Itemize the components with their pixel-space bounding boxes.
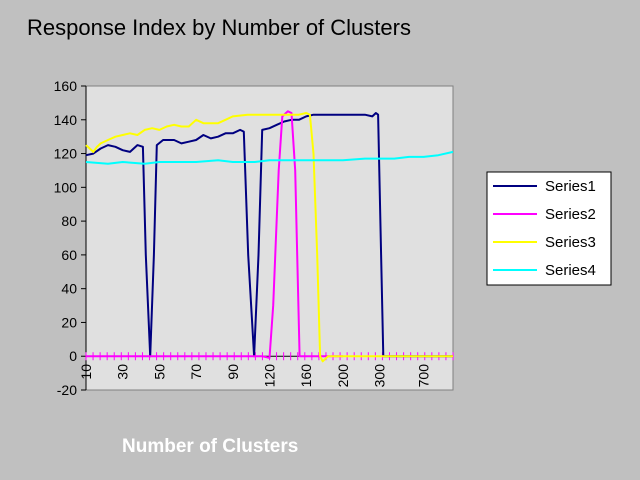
legend-label: Series1 [545,178,596,195]
x-tick-label: 30 [115,364,131,380]
x-tick-label: 10 [78,364,94,380]
y-tick-label: 160 [54,78,78,94]
chart-title: Response Index by Number of Clusters [27,15,411,40]
x-tick-label: 160 [298,364,314,388]
y-tick-label: -20 [57,382,77,398]
x-tick-label: 90 [225,364,241,380]
legend-label: Series4 [545,262,596,279]
y-tick-label: 80 [61,213,77,229]
x-tick-label: 50 [151,364,167,380]
x-tick-label: 70 [188,364,204,380]
legend: Series1 Series2 Series3 Series4 [486,171,612,286]
plot-area [85,85,454,391]
y-tick-label: 0 [69,348,77,364]
y-tick-label: 140 [54,112,78,128]
y-tick-label: 120 [54,146,78,162]
y-tick-label: 60 [61,247,77,263]
x-tick-label: 200 [335,364,351,388]
y-tick-label: 20 [61,314,77,330]
y-tick-label: 40 [61,281,77,297]
legend-box [486,171,612,286]
series-layer [85,110,454,363]
series-line-1 [85,112,453,358]
x-tick-label: 700 [416,364,432,388]
y-axis: -20 0 20 40 60 80 100 120 140 160 [54,78,87,398]
legend-label: Series3 [545,234,596,251]
series-line-3 [85,112,453,363]
y-tick-label: 100 [54,179,78,195]
x-tick-label: 120 [262,364,278,388]
series-line-4 [85,150,454,165]
series-line-2 [86,110,343,359]
x-tick-label: 300 [372,364,388,388]
x-axis-title: Number of Clusters [122,436,299,457]
legend-label: Series2 [545,206,596,223]
